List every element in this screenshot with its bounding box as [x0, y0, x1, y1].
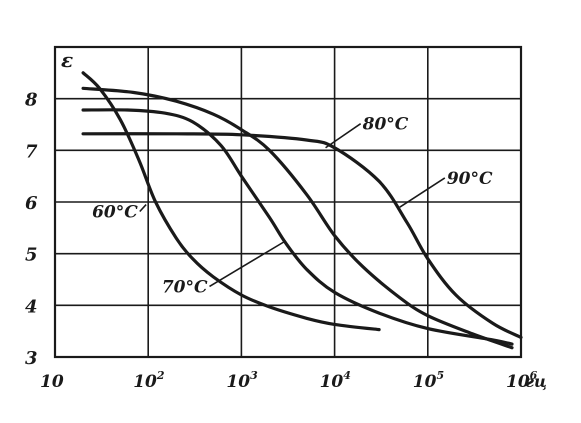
series-label-60c: 60°C [92, 203, 138, 223]
plot-frame [53, 45, 523, 359]
x-tick-label: 104 [320, 369, 351, 392]
y-tick-label: 5 [25, 245, 38, 266]
series-label-80c: 80°C [362, 115, 409, 135]
x-tick-base: 10 [413, 372, 437, 392]
curve-60c [81, 71, 381, 332]
leader-80c [325, 123, 362, 149]
leader-70c [209, 240, 287, 288]
series-label-70c: 70°C [162, 277, 208, 297]
x-tick-label: 10 [40, 372, 64, 392]
chart-curves [81, 71, 523, 350]
x-tick-base: 10 [133, 372, 157, 392]
x-tick-exponent: 3 [250, 369, 258, 382]
curve-90c [81, 132, 523, 339]
x-tick-base: 10 [226, 372, 250, 392]
label-leaders [139, 123, 446, 288]
y-tick-label: 3 [25, 348, 38, 369]
x-tick-base: 10 [40, 372, 64, 392]
x-tick-label: 103 [226, 369, 258, 392]
leader-60c [139, 204, 147, 213]
y-axis-label: ε [61, 48, 73, 72]
x-tick-label: 105 [413, 369, 444, 392]
curve-70c [81, 108, 514, 346]
x-tick-label: 102 [133, 369, 165, 392]
y-tick-label: 7 [25, 141, 38, 162]
series-label-90c: 90°C [447, 169, 493, 189]
x-tick-exponent: 2 [156, 369, 165, 382]
x-tick-base: 10 [320, 372, 344, 392]
series-labels: 60°C 70°C 80°C 90°C [92, 115, 493, 298]
y-tick-label: 6 [25, 193, 38, 214]
y-tick-label: 8 [24, 90, 38, 111]
leader-90c [399, 177, 446, 208]
x-tick-base: 10 [506, 372, 530, 392]
x-tick-exponent: 6 [530, 369, 538, 382]
x-tick-label: 106 [506, 369, 538, 392]
x-axis-unit: гц [525, 372, 547, 391]
y-tick-label: 4 [25, 296, 38, 317]
x-tick-exponent: 5 [436, 369, 444, 382]
x-tick-exponent: 4 [343, 369, 351, 382]
curve-80c [81, 86, 514, 350]
